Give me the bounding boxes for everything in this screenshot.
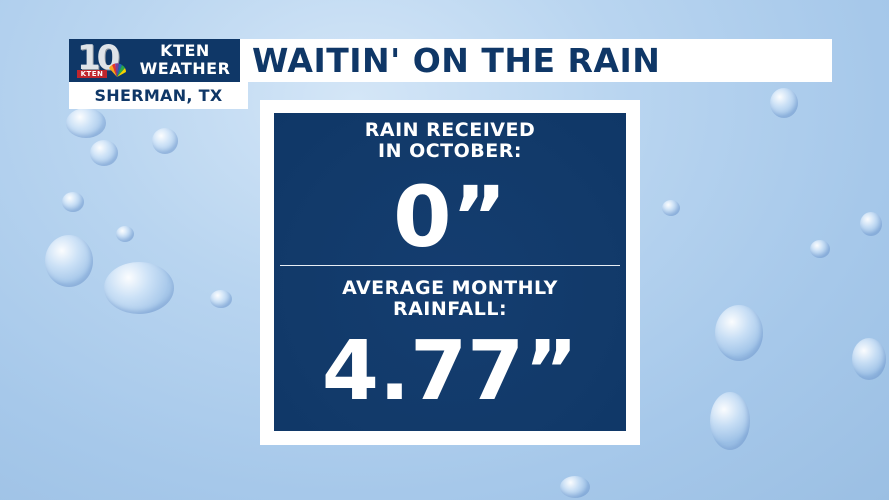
rain-received-label: RAIN RECEIVED IN OCTOBER:: [274, 120, 626, 162]
rainfall-card-panel: RAIN RECEIVED IN OCTOBER: 0” AVERAGE MON…: [274, 113, 626, 431]
nbc-peacock-icon: [109, 63, 127, 77]
raindrop-decoration: [62, 192, 84, 212]
rainfall-card: RAIN RECEIVED IN OCTOBER: 0” AVERAGE MON…: [260, 100, 640, 445]
headline-title: WAITIN' ON THE RAIN: [252, 41, 661, 80]
average-rainfall-label-line1: AVERAGE MONTHLY: [342, 277, 558, 299]
raindrop-decoration: [662, 200, 680, 216]
average-rainfall-label-line2: RAINFALL:: [392, 298, 508, 320]
station-name-line2: WEATHER: [139, 59, 231, 78]
rain-received-label-line2: IN OCTOBER:: [378, 140, 522, 162]
rain-received-label-line1: RAIN RECEIVED: [364, 119, 536, 141]
raindrop-decoration: [116, 226, 134, 242]
raindrop-decoration: [715, 305, 763, 361]
section-divider: [280, 265, 620, 266]
raindrop-decoration: [710, 392, 750, 450]
average-rainfall-label: AVERAGE MONTHLY RAINFALL:: [274, 278, 626, 320]
raindrop-decoration: [210, 290, 232, 308]
kten-tag: KTEN: [77, 70, 107, 78]
raindrop-decoration: [45, 235, 93, 287]
raindrop-decoration: [152, 128, 178, 154]
rain-received-value: 0”: [393, 168, 507, 266]
raindrop-decoration: [66, 108, 106, 138]
location-label: SHERMAN, TX: [69, 82, 248, 109]
raindrop-decoration: [860, 212, 882, 236]
headline-bar: WAITIN' ON THE RAIN: [240, 39, 832, 82]
raindrop-decoration: [810, 240, 830, 258]
raindrop-decoration: [852, 338, 886, 380]
raindrop-decoration: [90, 140, 118, 166]
raindrop-decoration: [560, 476, 590, 498]
station-logo: 10 KTEN KTEN WEATHER: [69, 39, 240, 82]
station-name: KTEN WEATHER: [135, 42, 235, 78]
raindrop-decoration: [770, 88, 798, 118]
station-name-line1: KTEN: [160, 41, 210, 60]
raindrop-decoration: [104, 262, 174, 314]
average-rainfall-value: 4.77”: [321, 324, 579, 419]
